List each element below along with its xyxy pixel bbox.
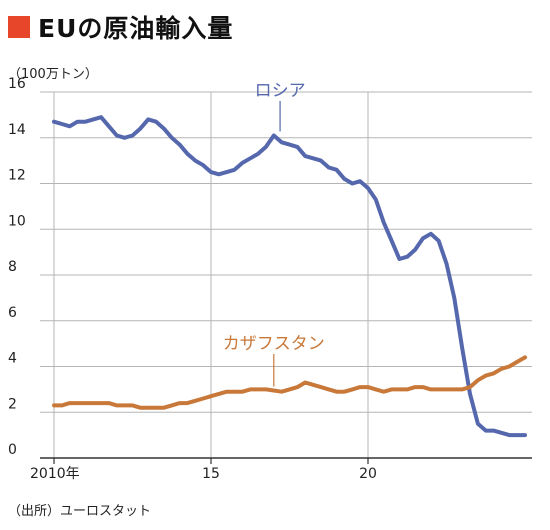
x-tick-label: 2010年 [30,466,80,482]
y-tick-label: 10 [8,213,26,229]
chart-title: EUの原油輸入量 [8,10,233,44]
y-tick-label: 6 [8,305,17,321]
x-tick-label: 15 [202,466,220,482]
y-tick-label: 12 [8,168,26,184]
series-label-kazakhstan: カザフスタン [223,334,325,354]
title-marker-square [8,16,30,38]
series-label-russia: ロシア [255,81,306,101]
series-line-kazakhstan [52,355,527,410]
x-tick-label: 20 [359,466,377,482]
chart-title-text: EUの原油輸入量 [38,14,234,43]
source-note: （出所）ユーロスタット [8,504,152,519]
series-line-russia [52,115,527,438]
series-lines [52,115,527,438]
y-tick-label: 4 [8,351,17,367]
y-tick-label: 14 [8,122,26,138]
y-tick-label: 16 [8,76,26,92]
axes: 0 2 4 6 8 10 12 14 16 2010年 15 20 [8,76,532,482]
y-tick-label: 8 [8,259,17,275]
y-tick-label: 0 [8,442,17,458]
y-axis-unit-label: （100万トン） [8,67,98,82]
y-tick-label: 2 [8,396,17,412]
